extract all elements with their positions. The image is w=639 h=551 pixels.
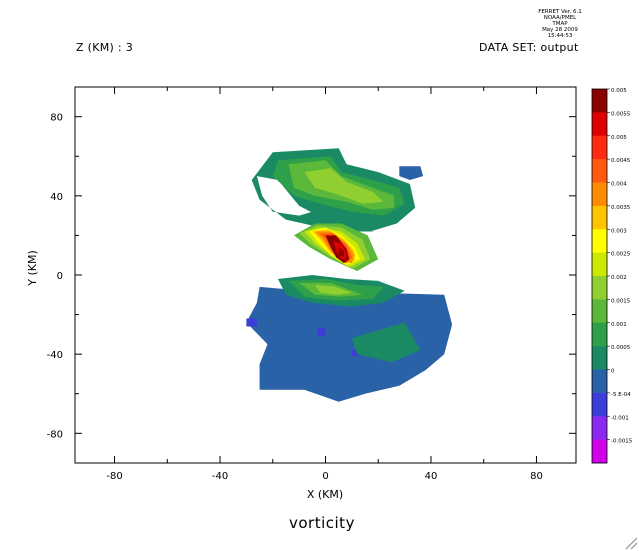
contour-region bbox=[246, 286, 453, 402]
colorbar-swatch bbox=[592, 182, 607, 207]
y-tick-label: -80 bbox=[47, 429, 63, 440]
plot-frame bbox=[74, 86, 577, 464]
chart-caption: vorticity bbox=[289, 514, 355, 532]
colorbar-swatch bbox=[592, 276, 607, 300]
contour-region bbox=[317, 328, 326, 337]
colorbar-swatch bbox=[592, 112, 607, 137]
colorbar-swatch bbox=[592, 392, 607, 417]
dataset-label: DATA SET: output bbox=[479, 41, 579, 54]
colorbar-label: 0.004 bbox=[611, 182, 627, 188]
x-tick-label: -80 bbox=[106, 471, 122, 482]
x-tick-label: -40 bbox=[212, 471, 228, 482]
colorbar-swatch bbox=[592, 416, 607, 440]
z-level-label: Z (KM) : 3 bbox=[76, 41, 134, 54]
colorbar-swatch bbox=[592, 89, 607, 113]
colorbar-label: 0 bbox=[611, 369, 615, 375]
contour-regions bbox=[246, 148, 453, 402]
colorbar-label: 0.0025 bbox=[611, 252, 631, 258]
ferret-credit: FERRET Ver. 6.1 NOAA/PMEL TMAP May 28 20… bbox=[536, 9, 584, 39]
colorbar-label: 0.0035 bbox=[611, 205, 631, 211]
y-tick-label: 80 bbox=[50, 113, 63, 124]
y-tick-label: 40 bbox=[50, 192, 63, 203]
colorbar-frame bbox=[591, 88, 608, 464]
colorbar-swatch bbox=[592, 369, 607, 394]
colorbar-swatch bbox=[592, 159, 607, 183]
contour-region bbox=[304, 168, 384, 204]
colorbar-label: 0.005 bbox=[611, 88, 627, 94]
colorbar-label: 0.0005 bbox=[611, 345, 631, 351]
x-axis-label: X (KM) bbox=[307, 488, 343, 501]
colorbar-label: 0.0055 bbox=[611, 111, 631, 117]
y-tick-label: 0 bbox=[57, 271, 63, 282]
x-tick-label: 40 bbox=[425, 471, 438, 482]
colorbar-label: 0.003 bbox=[611, 228, 627, 234]
colorbar-label: -0.001 bbox=[611, 415, 629, 421]
credit-line-1: FERRET Ver. 6.1 bbox=[538, 9, 582, 15]
y-axis-label: Y (KM) bbox=[26, 250, 39, 287]
colorbar-swatch bbox=[592, 229, 607, 253]
colorbar-swatch bbox=[592, 299, 607, 324]
x-ticks: -80 -40 0 40 80 bbox=[106, 87, 543, 482]
colorbar-label: 0.005 bbox=[611, 135, 627, 141]
y-tick-label: -40 bbox=[47, 350, 63, 361]
colorbar-swatch bbox=[592, 135, 607, 160]
y-ticks: 80 40 0 -40 -80 bbox=[47, 113, 576, 440]
colorbar-swatch bbox=[592, 322, 607, 347]
contour-region bbox=[351, 322, 421, 363]
credit-line-3: May 28 2009 15:44:53 bbox=[542, 27, 578, 39]
colorbar-label: -0.0015 bbox=[611, 439, 633, 445]
colorbar-swatch bbox=[592, 252, 607, 277]
contour-region bbox=[338, 247, 344, 258]
colorbar-swatch bbox=[592, 346, 607, 370]
colorbar-label: -5.E-04 bbox=[611, 392, 631, 398]
colorbar-label: 0.0015 bbox=[611, 298, 631, 304]
contour-region bbox=[315, 284, 352, 295]
resize-grip-icon[interactable] bbox=[624, 536, 638, 550]
contour-region bbox=[399, 166, 424, 180]
credit-line-2: NOAA/PMEL TMAP bbox=[543, 15, 577, 27]
colorbar-label: 0.0045 bbox=[611, 158, 631, 164]
colorbar: 0.005 0.0055 0.005 0.0045 0.004 0.0035 0.003 0.… bbox=[591, 88, 633, 464]
x-tick-label: 80 bbox=[530, 471, 543, 482]
x-tick-label: 0 bbox=[322, 471, 328, 482]
colorbar-label: 0.001 bbox=[611, 322, 627, 328]
colorbar-label: 0.002 bbox=[611, 275, 627, 281]
colorbar-swatch bbox=[592, 205, 607, 230]
contour-region bbox=[246, 318, 257, 327]
colorbar-swatch bbox=[592, 439, 607, 464]
